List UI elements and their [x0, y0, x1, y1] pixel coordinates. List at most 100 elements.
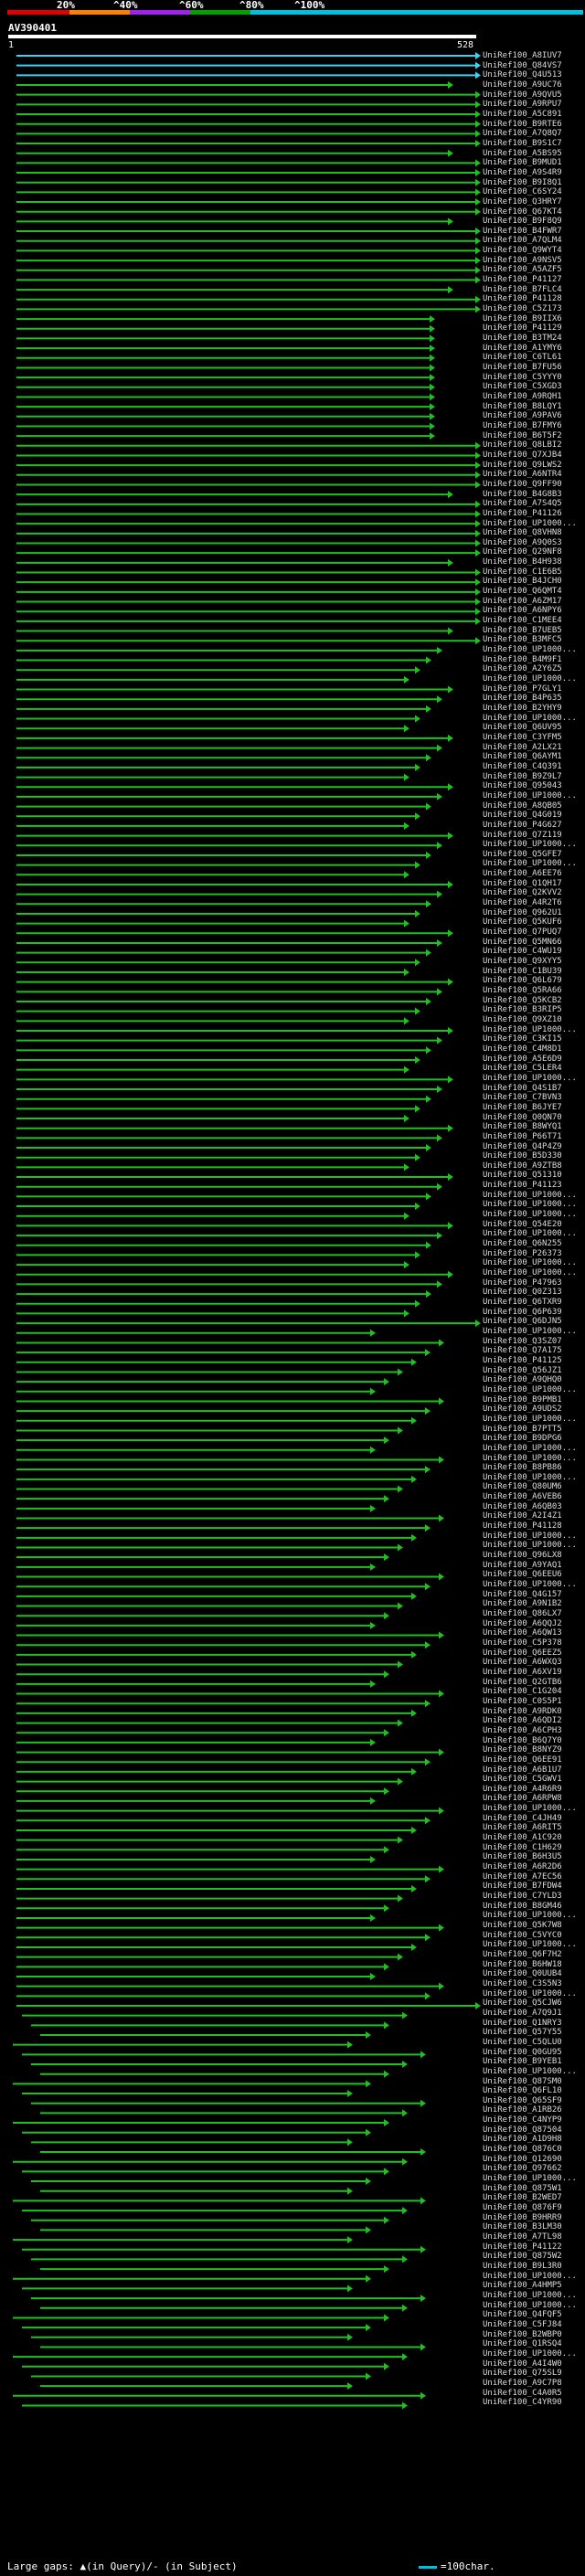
hit-row[interactable]: UniRef100_C4A0R5: [483, 2388, 562, 2398]
hit-row[interactable]: UniRef100_UP1000...: [483, 1210, 577, 1220]
hit-row[interactable]: UniRef100_Q87SM0: [483, 2076, 562, 2086]
hit-row[interactable]: UniRef100_B4P635: [483, 694, 562, 704]
hit-row[interactable]: UniRef100_Q0Z313: [483, 1288, 562, 1298]
hit-row[interactable]: UniRef100_Q1NRY3: [483, 2018, 562, 2028]
hit-row[interactable]: UniRef100_P41122: [483, 2242, 562, 2252]
hit-row[interactable]: UniRef100_UP1000...: [483, 1453, 577, 1463]
hit-row[interactable]: UniRef100_A6CPH3: [483, 1725, 562, 1735]
hit-row[interactable]: UniRef100_Q7A175: [483, 1346, 562, 1356]
hit-row[interactable]: UniRef100_B7FU56: [483, 363, 562, 372]
hit-row[interactable]: UniRef100_B9DPG6: [483, 1434, 562, 1444]
hit-row[interactable]: UniRef100_A9QVU5: [483, 90, 562, 100]
hit-row[interactable]: UniRef100_Q962U1: [483, 907, 562, 917]
hit-row[interactable]: UniRef100_A6VEB6: [483, 1492, 562, 1502]
hit-row[interactable]: UniRef100_B6T5F2: [483, 430, 562, 440]
hit-row[interactable]: UniRef100_B9F8Q9: [483, 217, 562, 227]
hit-row[interactable]: UniRef100_Q6TXR9: [483, 1298, 562, 1307]
hit-row[interactable]: UniRef100_A4I4W0: [483, 2359, 562, 2369]
hit-row[interactable]: UniRef100_P26373: [483, 1248, 562, 1258]
hit-row[interactable]: UniRef100_Q5KUF6: [483, 917, 562, 928]
hit-row[interactable]: UniRef100_A6QQJ2: [483, 1618, 562, 1628]
hit-row[interactable]: UniRef100_C3KI15: [483, 1034, 562, 1044]
hit-row[interactable]: UniRef100_A6B1U7: [483, 1765, 562, 1775]
hit-row[interactable]: UniRef100_A9ZTB8: [483, 1161, 562, 1171]
hit-row[interactable]: UniRef100_Q96LX8: [483, 1551, 562, 1561]
hit-row[interactable]: UniRef100_A4R2T6: [483, 898, 562, 908]
hit-row[interactable]: UniRef100_B9IIX6: [483, 313, 562, 323]
hit-row[interactable]: UniRef100_P41129: [483, 323, 562, 334]
hit-row[interactable]: UniRef100_A2Y6Z5: [483, 664, 562, 674]
hit-row[interactable]: UniRef100_A9UDS2: [483, 1405, 562, 1415]
hit-row[interactable]: UniRef100_B8NYZ9: [483, 1745, 562, 1755]
hit-row[interactable]: UniRef100_Q9FF90: [483, 479, 562, 489]
hit-row[interactable]: UniRef100_Q5KCB2: [483, 995, 562, 1005]
hit-row[interactable]: UniRef100_UP1000...: [483, 518, 577, 528]
hit-row[interactable]: UniRef100_Q7XJB4: [483, 450, 562, 460]
hit-row[interactable]: UniRef100_Q6AYM1: [483, 752, 562, 762]
hit-row[interactable]: UniRef100_A7TL98: [483, 2232, 562, 2242]
hit-row[interactable]: UniRef100_A1RB26: [483, 2105, 562, 2115]
hit-row[interactable]: UniRef100_UP1000...: [483, 2348, 577, 2359]
hit-row[interactable]: UniRef100_B9I8Q1: [483, 177, 562, 187]
hit-row[interactable]: UniRef100_UP1000...: [483, 1200, 577, 1210]
hit-row[interactable]: UniRef100_A5C891: [483, 109, 562, 119]
hit-row[interactable]: UniRef100_B4FWR7: [483, 226, 562, 236]
hit-row[interactable]: UniRef100_B5D330: [483, 1151, 562, 1161]
hit-row[interactable]: UniRef100_UP1000...: [483, 1988, 577, 1998]
hit-row[interactable]: UniRef100_B7FMY6: [483, 420, 562, 430]
hit-row[interactable]: UniRef100_A1YMY6: [483, 343, 562, 353]
hit-row[interactable]: UniRef100_UP1000...: [483, 1414, 577, 1424]
hit-row[interactable]: UniRef100_B9Z9L7: [483, 771, 562, 781]
hit-row[interactable]: UniRef100_C5P378: [483, 1638, 562, 1648]
hit-row[interactable]: UniRef100_UP1000...: [483, 2300, 577, 2310]
hit-row[interactable]: UniRef100_B8LQY1: [483, 401, 562, 411]
hit-row[interactable]: UniRef100_A8IUV7: [483, 51, 562, 60]
hit-row[interactable]: UniRef100_Q9WYT4: [483, 246, 562, 256]
hit-row[interactable]: UniRef100_P7GLY1: [483, 684, 562, 694]
hit-row[interactable]: UniRef100_UP1000...: [483, 1940, 577, 1950]
hit-row[interactable]: UniRef100_A9C7P8: [483, 2378, 562, 2388]
hit-row[interactable]: UniRef100_UP1000...: [483, 645, 577, 655]
hit-row[interactable]: UniRef100_C3YFM5: [483, 732, 562, 742]
hit-row[interactable]: UniRef100_C1G204: [483, 1687, 562, 1697]
hit-row[interactable]: UniRef100_UP1000...: [483, 1258, 577, 1268]
hit-row[interactable]: UniRef100_Q4S1B7: [483, 1083, 562, 1093]
hit-row[interactable]: UniRef100_A6QW13: [483, 1628, 562, 1638]
hit-row[interactable]: UniRef100_Q6QMT4: [483, 587, 562, 597]
hit-row[interactable]: UniRef100_Q56JZ1: [483, 1365, 562, 1375]
hit-row[interactable]: UniRef100_Q65SF9: [483, 2095, 562, 2105]
hit-row[interactable]: UniRef100_C4WU19: [483, 947, 562, 957]
hit-row[interactable]: UniRef100_B3RIP5: [483, 1005, 562, 1015]
hit-row[interactable]: UniRef100_Q6DJN5: [483, 1317, 562, 1327]
hit-row[interactable]: UniRef100_Q57Y55: [483, 2028, 562, 2038]
hit-row[interactable]: UniRef100_C5YYY0: [483, 372, 562, 382]
hit-row[interactable]: UniRef100_A9RDK0: [483, 1706, 562, 1716]
hit-row[interactable]: UniRef100_Q12690: [483, 2154, 562, 2164]
hit-row[interactable]: UniRef100_Q0GU95: [483, 2047, 562, 2057]
hit-row[interactable]: UniRef100_Q7Z119: [483, 830, 562, 840]
hit-row[interactable]: UniRef100_UP1000...: [483, 1229, 577, 1239]
hit-row[interactable]: UniRef100_UP1000...: [483, 1024, 577, 1034]
hit-row[interactable]: UniRef100_P41128: [483, 294, 562, 304]
hit-row[interactable]: UniRef100_Q6N255: [483, 1239, 562, 1249]
hit-row[interactable]: UniRef100_A9UC76: [483, 80, 562, 90]
hit-row[interactable]: UniRef100_B3LM30: [483, 2222, 562, 2232]
hit-row[interactable]: UniRef100_B9MUD1: [483, 158, 562, 168]
hit-row[interactable]: UniRef100_A9QHQ0: [483, 1375, 562, 1385]
hit-row[interactable]: UniRef100_Q875W2: [483, 2252, 562, 2262]
hit-row[interactable]: UniRef100_Q6P639: [483, 1307, 562, 1317]
hit-row[interactable]: UniRef100_A6RPW8: [483, 1794, 562, 1804]
hit-row[interactable]: UniRef100_UP1000...: [483, 2066, 577, 2076]
hit-row[interactable]: UniRef100_UP1000...: [483, 1443, 577, 1453]
hit-row[interactable]: UniRef100_B7UEB5: [483, 625, 562, 635]
hit-row[interactable]: UniRef100_Q51310: [483, 1171, 562, 1181]
hit-row[interactable]: UniRef100_P4G627: [483, 820, 562, 830]
hit-row[interactable]: UniRef100_C6SY24: [483, 187, 562, 197]
hit-row[interactable]: UniRef100_A6R2D6: [483, 1862, 562, 1872]
hit-row[interactable]: UniRef100_C4JH49: [483, 1813, 562, 1823]
hit-row[interactable]: UniRef100_A9Q0S3: [483, 537, 562, 547]
hit-row[interactable]: UniRef100_B4G8B3: [483, 489, 562, 499]
hit-row[interactable]: UniRef100_B6H3U5: [483, 1852, 562, 1862]
hit-row[interactable]: UniRef100_A5AZF5: [483, 265, 562, 275]
hit-row[interactable]: UniRef100_A6EE76: [483, 869, 562, 879]
